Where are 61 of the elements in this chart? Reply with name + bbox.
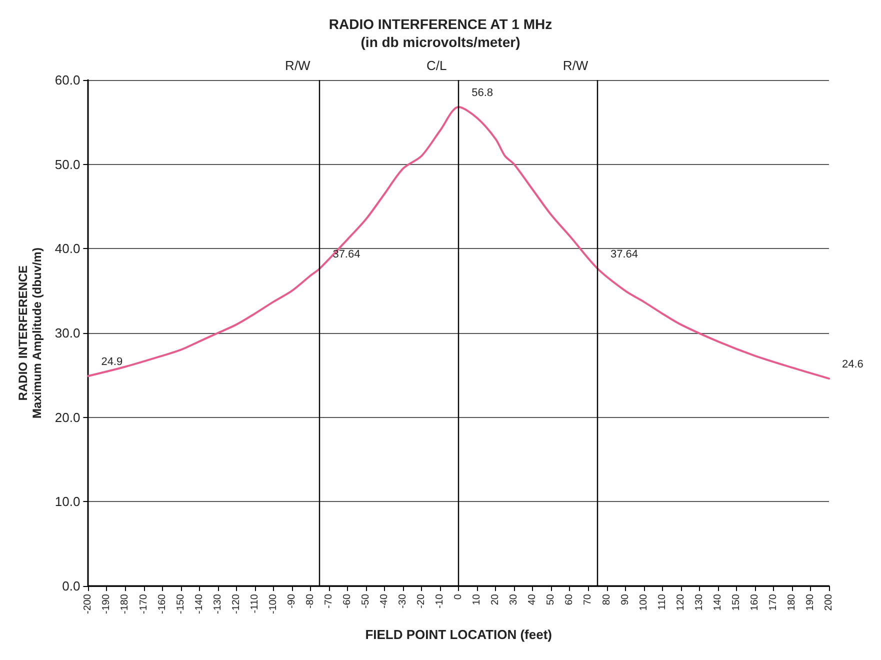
chart-subtitle: (in db microvolts/meter) (360, 34, 520, 50)
ref-line-label: R/W (562, 58, 589, 73)
x-tick-label: -140 (194, 594, 205, 614)
x-tick-label: 40 (527, 594, 538, 606)
x-tick-label: 140 (712, 594, 724, 611)
y-tick-label: 60.0 (54, 72, 80, 88)
x-tick-label: 30 (508, 594, 520, 606)
x-tick-label: -150 (175, 594, 186, 614)
chart-title: RADIO INTERFERENCE AT 1 MHz (328, 16, 552, 32)
x-tick-label: 80 (601, 594, 612, 606)
x-tick-label: -30 (398, 594, 409, 608)
x-tick-label: -40 (379, 594, 390, 608)
x-tick-label: -10 (434, 594, 446, 608)
y-tick-label: 10.0 (54, 494, 80, 510)
x-tick-label: -70 (323, 594, 334, 608)
x-tick-label: 60 (564, 594, 576, 606)
y-tick-label: 0.0 (62, 578, 80, 594)
x-tick-label: -160 (156, 594, 168, 614)
y-tick-label: 30.0 (54, 326, 80, 340)
x-tick-label: 180 (786, 594, 798, 611)
x-axis-title: FIELD POINT LOCATION (feet) (365, 627, 552, 642)
ref-line-label: C/L (426, 58, 447, 73)
x-tick-label: 120 (675, 594, 686, 611)
data-label: 24.6 (842, 358, 864, 371)
line-series (87, 106, 830, 380)
y-axis-title: RADIO INTERFERENCE Maximum Amplitude (dbuv/m) (16, 248, 44, 418)
x-tick-label: 100 (638, 594, 650, 611)
x-tick-label: -60 (342, 594, 353, 608)
x-tick-label: 190 (804, 594, 816, 611)
x-tick-label: 200 (824, 594, 834, 611)
x-tick-label: 50 (546, 594, 557, 606)
x-tick-label: -200 (82, 594, 94, 614)
x-tick-label: 70 (582, 594, 594, 606)
x-tick-label: -100 (268, 594, 279, 614)
x-tick-label: -90 (286, 594, 298, 608)
data-label: 24.9 (101, 356, 123, 368)
x-tick-label: 0 (453, 594, 464, 600)
x-tick-label: -190 (101, 594, 112, 614)
data-label: 37.64 (332, 248, 360, 261)
x-tick-label: 170 (768, 594, 779, 611)
x-tick-label: 130 (694, 594, 705, 611)
x-tick-label: -20 (416, 594, 428, 608)
x-tick-label: 150 (730, 594, 742, 611)
ref-line-label: R/W (285, 58, 312, 73)
y-tick-label: 20.0 (54, 410, 80, 425)
x-tick-label: -110 (249, 594, 260, 614)
x-tick-label: -130 (212, 594, 224, 614)
data-label: 37.64 (610, 248, 638, 261)
x-tick-label: -180 (120, 594, 131, 614)
x-tick-label: -50 (360, 594, 372, 608)
x-tick-label: 110 (656, 594, 668, 610)
x-tick-label: -120 (230, 594, 242, 614)
x-tick-label: -80 (304, 594, 316, 608)
data-label: 56.8 (472, 86, 494, 99)
y-tick-label: 40.0 (54, 241, 80, 256)
x-tick-label: 160 (749, 594, 760, 611)
x-tick-label: 90 (620, 594, 631, 606)
x-tick-label: 10 (472, 594, 483, 606)
x-tick-label: -170 (138, 594, 150, 614)
y-tick-label: 50.0 (54, 156, 80, 172)
x-tick-label: 20 (490, 594, 502, 606)
